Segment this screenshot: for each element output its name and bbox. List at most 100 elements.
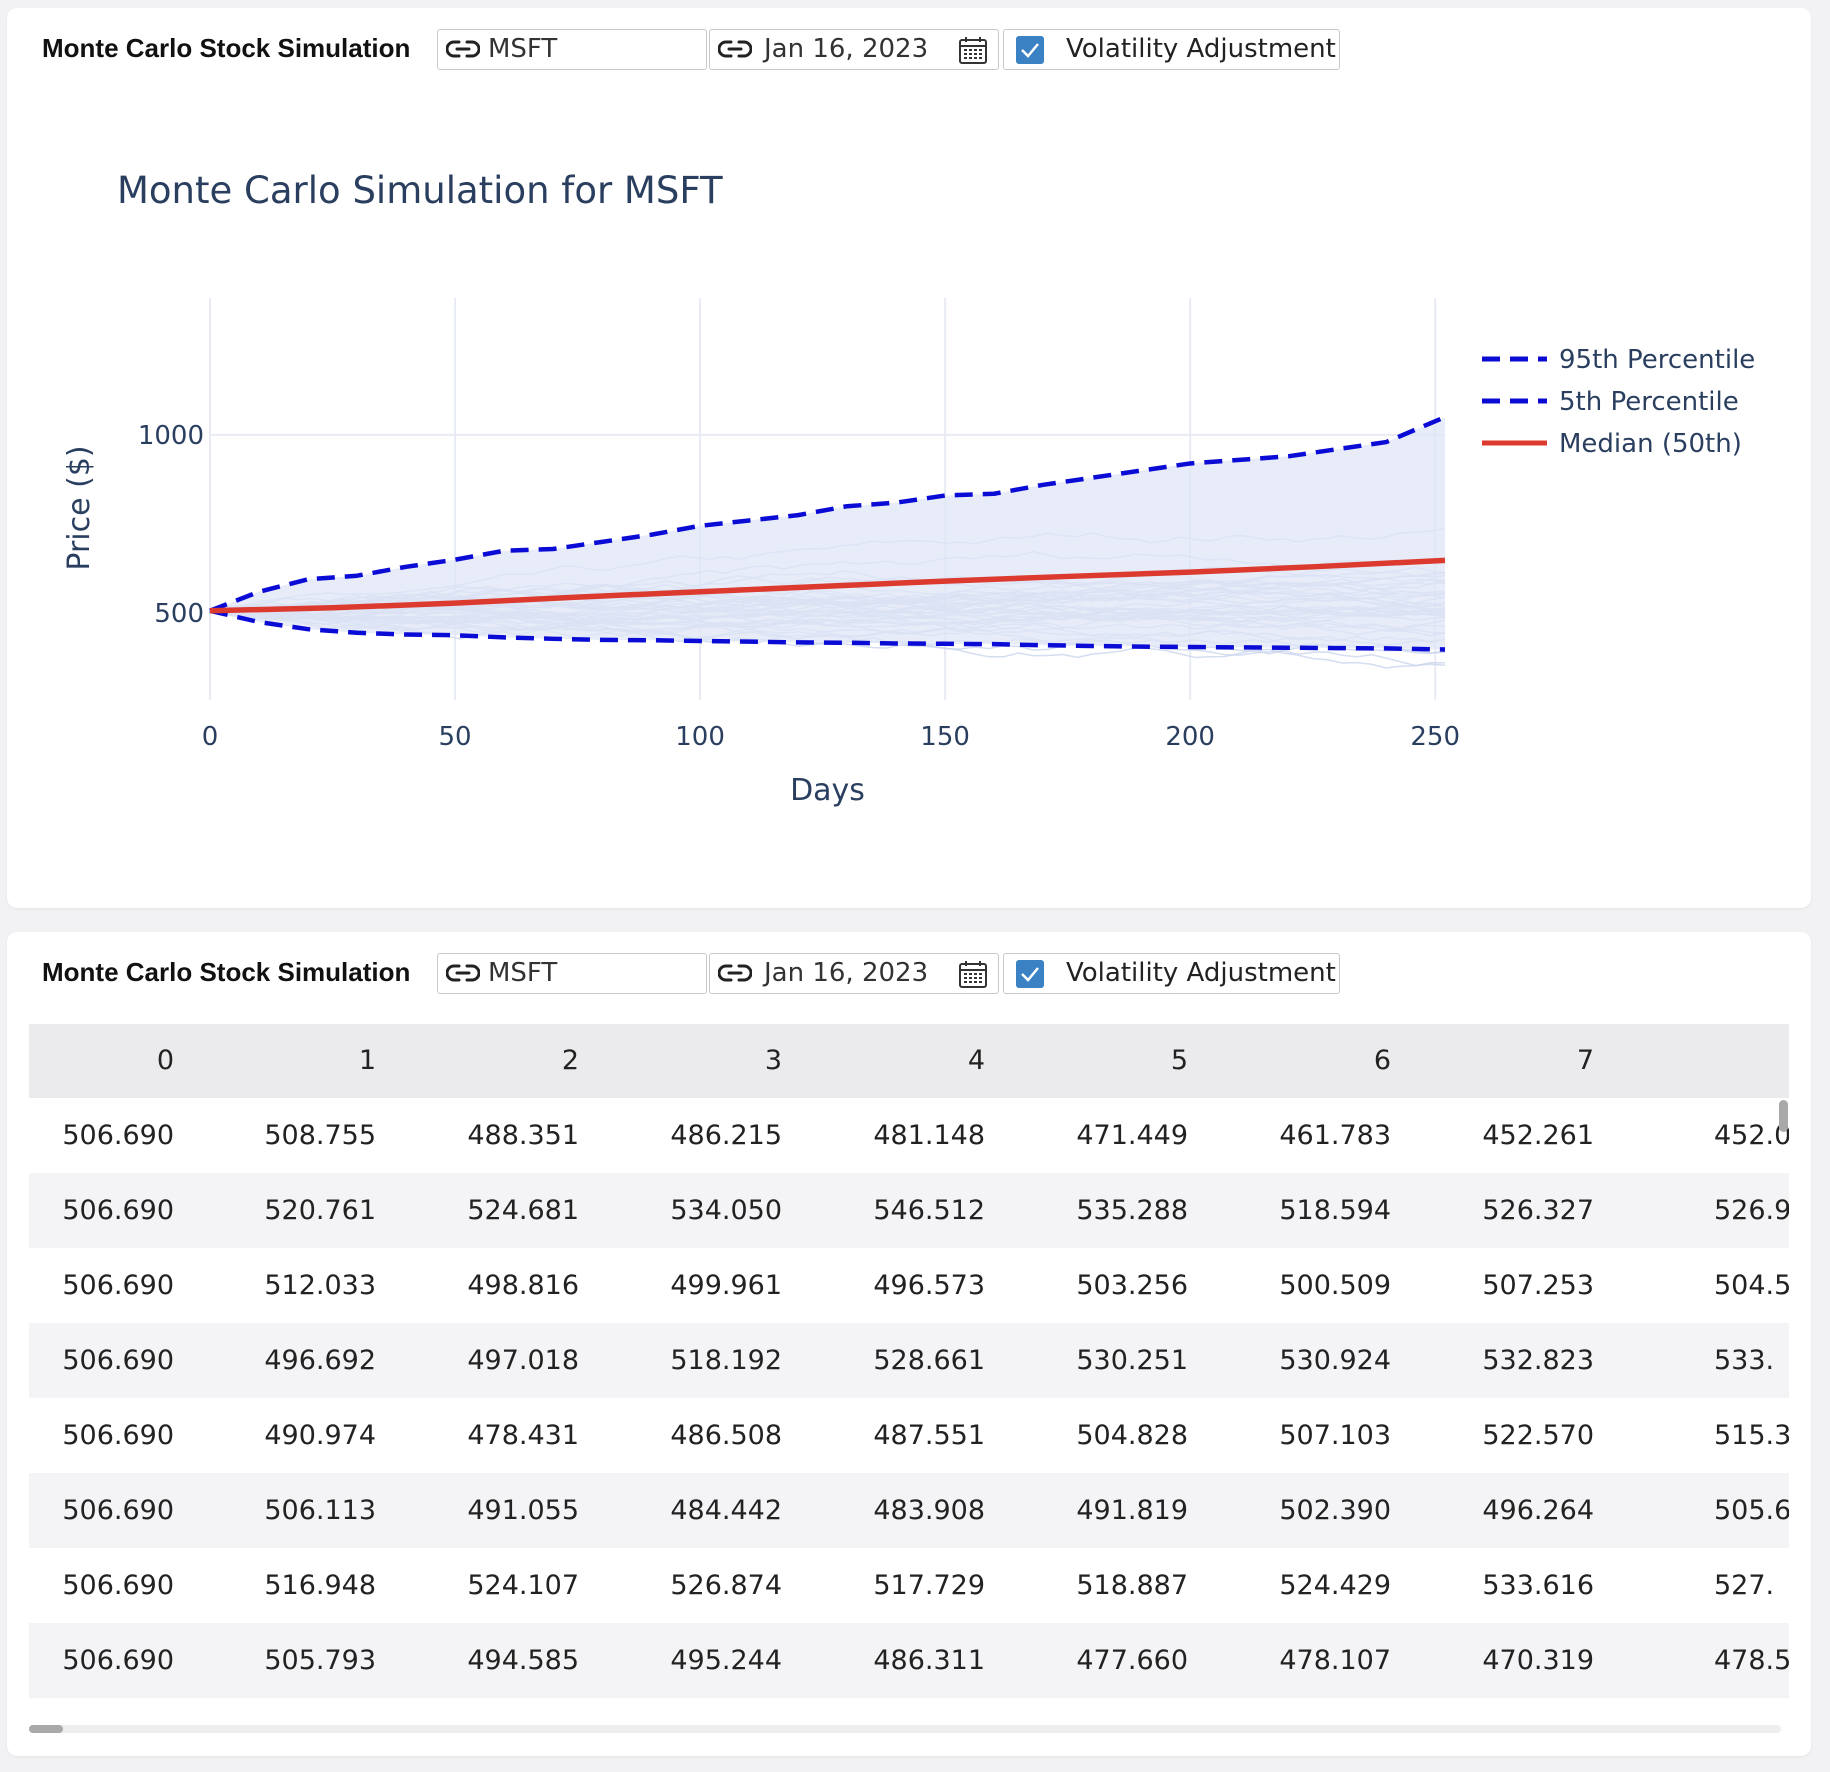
table-cell: 488.351 [467,1120,579,1151]
table-cell: 486.508 [670,1420,782,1451]
table-cell: 516.948 [264,1570,376,1601]
date-value: Jan 16, 2023 [764,958,929,988]
volatility-checkbox[interactable]: Volatility Adjustment [1003,29,1340,70]
table-cell: 478.107 [1279,1645,1391,1676]
column-header[interactable]: 5 [1170,1045,1188,1076]
table-cell: 483.908 [873,1495,985,1526]
table-cell: 503.256 [1076,1270,1188,1301]
table-cell: 491.819 [1076,1495,1188,1526]
table-row[interactable]: 506.690 505.793 494.585 495.244 486.311 477.6… [29,1623,1789,1698]
table-cell: 490.974 [264,1420,376,1451]
table-cell: 506.113 [264,1495,376,1526]
series-5th-percentile [209,608,1446,652]
table-cell: 533. [1714,1345,1775,1376]
table-cell: 512.033 [264,1270,376,1301]
table-cell: 530.251 [1076,1345,1188,1376]
x-tick-label: 200 [1165,722,1215,752]
toolbar: Monte Carlo Stock Simulation MSFT Jan 16… [7,932,1811,1012]
table-cell: 506.690 [62,1195,174,1226]
table-cell: 526.874 [670,1570,782,1601]
x-tick-label: 50 [438,722,471,752]
table-cell: 504.5 [1714,1270,1789,1301]
volatility-checkbox[interactable]: Volatility Adjustment [1003,953,1340,994]
y-axis-label: Price ($) [62,445,97,570]
chart-title: Monte Carlo Simulation for MSFT [117,169,723,212]
ticker-input[interactable]: MSFT [437,29,707,70]
table-cell: 484.442 [670,1495,782,1526]
table-cell: 499.961 [670,1270,782,1301]
table-cell: 526.327 [1482,1195,1594,1226]
volatility-label: Volatility Adjustment [1066,34,1336,64]
table-cell: 533.616 [1482,1570,1594,1601]
calendar-icon[interactable] [958,959,988,989]
table-row[interactable]: 506.690 512.033 498.816 499.961 496.573 503.2… [29,1248,1789,1323]
date-value: Jan 16, 2023 [764,34,929,64]
legend-label: Median (50th) [1559,429,1742,459]
horizontal-scrollbar-thumb[interactable] [29,1725,63,1733]
table-row[interactable]: 506.690 520.761 524.681 534.050 546.512 535.2… [29,1173,1789,1248]
volatility-label: Volatility Adjustment [1066,958,1336,988]
table-cell: 486.311 [873,1645,985,1676]
column-header[interactable]: 1 [358,1045,376,1076]
ticker-input[interactable]: MSFT [437,953,707,994]
table-row[interactable]: 506.690 508.755 488.351 486.215 481.148 471.4… [29,1098,1789,1173]
x-axis-label: Days [790,773,865,808]
table-cell: 524.429 [1279,1570,1391,1601]
link-icon [718,40,752,58]
table-cell: 506.690 [62,1645,174,1676]
table-cell: 496.573 [873,1270,985,1301]
link-icon [446,964,480,982]
table-cell: 522.570 [1482,1420,1594,1451]
x-tick-label: 250 [1410,722,1460,752]
table-cell: 528.661 [873,1345,985,1376]
table-row[interactable]: 506.690 506.113 491.055 484.442 483.908 491.8… [29,1473,1789,1548]
table-cell: 452.0 [1714,1120,1789,1151]
table-cell: 527. [1714,1570,1775,1601]
checkbox-checked-icon[interactable] [1016,36,1044,64]
table-cell: 518.192 [670,1345,782,1376]
table-cell: 496.692 [264,1345,376,1376]
toolbar: Monte Carlo Stock Simulation MSFT Jan 16… [7,8,1811,88]
horizontal-scrollbar-track[interactable] [29,1725,1781,1733]
legend-label: 5th Percentile [1559,387,1739,417]
chart-panel: Monte Carlo Stock Simulation MSFT Jan 16… [7,8,1811,908]
column-header[interactable]: 0 [156,1045,174,1076]
x-tick-label: 100 [675,722,725,752]
vertical-scrollbar-thumb[interactable] [1779,1100,1788,1132]
table-cell: 491.055 [467,1495,579,1526]
table-cell: 526.9 [1714,1195,1789,1226]
y-tick-label: 500 [154,599,204,629]
simulation-table[interactable]: 0 1 2 3 4 5 6 7 506.690 508.755 488.351 486.215 481… [29,1024,1789,1744]
app-title: Monte Carlo Stock Simulation [42,957,411,987]
table-cell: 477.660 [1076,1645,1188,1676]
y-tick-label: 1000 [138,421,204,451]
percentile-band [210,417,1445,650]
table-cell: 506.690 [62,1420,174,1451]
table-cell: 506.690 [62,1345,174,1376]
date-input[interactable]: Jan 16, 2023 [709,29,999,70]
app-title: Monte Carlo Stock Simulation [42,33,411,63]
table-row[interactable]: 506.690 496.692 497.018 518.192 528.661 530.2… [29,1323,1789,1398]
table-cell: 506.690 [62,1495,174,1526]
date-input[interactable]: Jan 16, 2023 [709,953,999,994]
calendar-icon[interactable] [958,35,988,65]
table-cell: 478.431 [467,1420,579,1451]
table-cell: 508.755 [264,1120,376,1151]
table-cell: 494.585 [467,1645,579,1676]
table-cell: 524.107 [467,1570,579,1601]
column-header[interactable]: 4 [967,1045,985,1076]
column-header[interactable]: 3 [764,1045,782,1076]
column-header[interactable]: 2 [561,1045,579,1076]
table-cell: 506.690 [62,1570,174,1601]
table-cell: 507.103 [1279,1420,1391,1451]
table-cell: 452.261 [1482,1120,1594,1151]
table-row[interactable]: 506.690 516.948 524.107 526.874 517.729 518.8… [29,1548,1789,1623]
column-header[interactable]: 6 [1373,1045,1391,1076]
table-row[interactable]: 506.690 490.974 478.431 486.508 487.551 504.8… [29,1398,1789,1473]
table-cell: 500.509 [1279,1270,1391,1301]
ticker-value: MSFT [488,958,558,988]
checkbox-checked-icon[interactable] [1016,960,1044,988]
column-header[interactable]: 7 [1576,1045,1594,1076]
series-95th-percentile [209,415,1446,613]
table-cell: 470.319 [1482,1645,1594,1676]
